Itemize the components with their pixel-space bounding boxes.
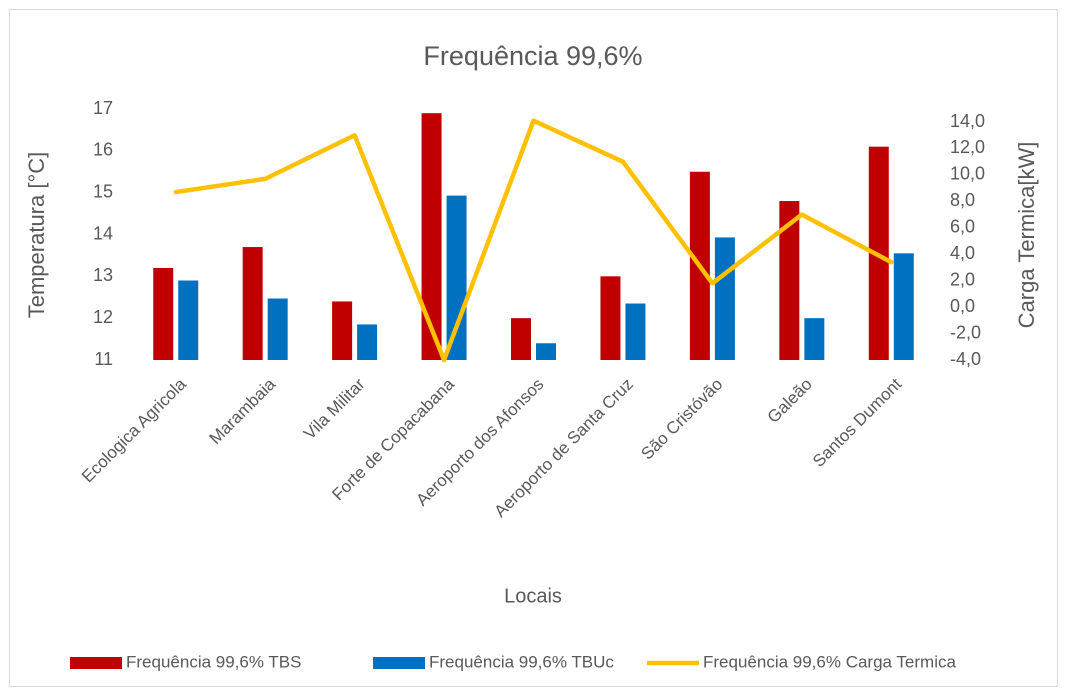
- bar: [714, 237, 735, 360]
- y2-tick-label: 14,0: [950, 111, 985, 131]
- legend-swatch: [70, 657, 122, 669]
- y2-tick-label: 6,0: [950, 217, 975, 237]
- bar: [779, 201, 800, 360]
- bar: [804, 318, 825, 360]
- y-tick-label: 13: [93, 265, 113, 285]
- y2-tick-label: -4,0: [950, 349, 981, 369]
- y-tick-label: 15: [93, 181, 113, 201]
- y-tick-label: 17: [93, 98, 113, 118]
- bar: [178, 280, 199, 360]
- y-axis-title: Temperatura [°C]: [24, 152, 49, 319]
- bar: [242, 247, 263, 360]
- bar: [332, 301, 353, 360]
- bar: [511, 318, 531, 360]
- bar: [153, 267, 174, 360]
- bar: [421, 113, 442, 360]
- legend-label: Frequência 99,6% TBUc: [429, 652, 614, 671]
- y2-tick-label: 0,0: [950, 296, 975, 316]
- legend-label: Frequência 99,6% Carga Termica: [703, 652, 956, 671]
- y2-tick-label: 8,0: [950, 190, 975, 210]
- bar: [446, 195, 467, 360]
- y2-axis-title: Carga Termica[kW]: [1014, 142, 1039, 329]
- y2-tick-label: 4,0: [950, 243, 975, 263]
- legend-label: Frequência 99,6% TBS: [126, 652, 301, 671]
- y-tick-label: 12: [93, 307, 113, 327]
- line-series: [173, 118, 894, 363]
- y2-tick-label: 2,0: [950, 269, 975, 289]
- y-tick-label: 14: [93, 223, 113, 243]
- bar: [357, 324, 378, 360]
- bar: [893, 253, 914, 360]
- bar: [536, 343, 556, 360]
- chart-title: Frequência 99,6%: [423, 41, 642, 71]
- legend-swatch: [373, 657, 425, 669]
- y-tick-label: 16: [93, 140, 113, 160]
- y2-tick-label: 12,0: [950, 137, 985, 157]
- bar: [267, 298, 288, 360]
- bar: [625, 303, 646, 360]
- x-axis-title: Locais: [504, 585, 562, 607]
- y2-tick-label: 10,0: [950, 164, 985, 184]
- bar: [600, 276, 621, 360]
- y2-tick-label: -2,0: [950, 322, 981, 342]
- y-tick-label: 11: [94, 349, 113, 369]
